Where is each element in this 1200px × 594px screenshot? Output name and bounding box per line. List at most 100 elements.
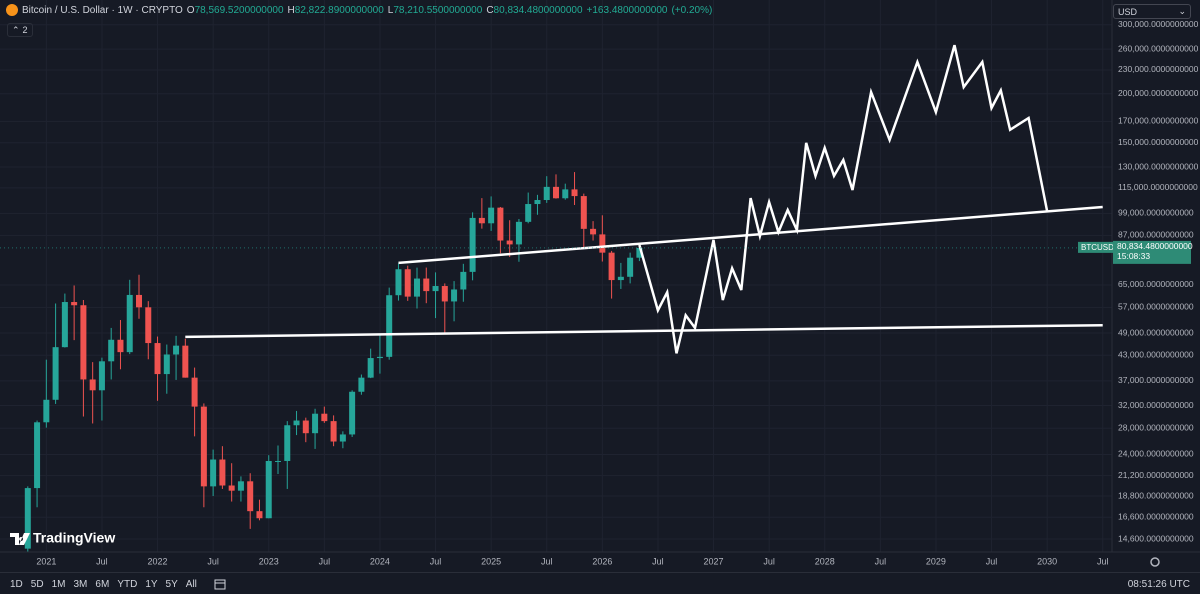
symbol-tag: BTCUSD: [1081, 243, 1114, 252]
countdown: 15:08:33: [1117, 251, 1150, 261]
candle-body: [126, 294, 133, 353]
candle-body: [636, 247, 643, 258]
indicators-toggle[interactable]: ⌃ 2: [7, 23, 33, 37]
symbol-tag-bg: [1078, 241, 1113, 253]
calendar-icon[interactable]: [213, 577, 227, 591]
ohlc-value: 78,569.5200000000: [194, 4, 284, 16]
last-price-label: 80,834.4800000000: [1117, 241, 1193, 251]
candle-body: [367, 358, 374, 378]
x-tick-label: Jul: [96, 556, 108, 566]
candle-body: [571, 189, 578, 197]
legend-row: Bitcoin / U.S. Dollar · 1W · CRYPTO O78,…: [6, 4, 712, 16]
candle-body: [515, 221, 522, 245]
candle-body: [488, 207, 495, 224]
candle-body: [256, 511, 263, 519]
symbol-title[interactable]: Bitcoin / U.S. Dollar · 1W · CRYPTO: [22, 4, 183, 16]
candle-body: [525, 204, 532, 222]
bottom-toolbar: 1D 5D 1M 3M 6M YTD 1Y 5Y All 08:51:26 UTC: [0, 572, 1200, 594]
range-button[interactable]: 6M: [95, 578, 110, 590]
candle-body: [173, 345, 180, 355]
candle-body: [265, 460, 272, 519]
candle-body: [441, 286, 448, 302]
x-tick-label: Jul: [652, 556, 664, 566]
candle-body: [284, 425, 291, 461]
range-button[interactable]: 1D: [10, 578, 23, 590]
y-tick-label: 43,000.0000000000: [1118, 350, 1194, 360]
x-tick-label: 2023: [259, 556, 279, 566]
range-button[interactable]: 1M: [51, 578, 66, 590]
candle-body: [293, 420, 300, 426]
y-tick-label: 37,000.0000000000: [1118, 375, 1194, 385]
x-tick-label: 2021: [36, 556, 56, 566]
x-tick-label: Jul: [319, 556, 331, 566]
range-button[interactable]: 1Y: [145, 578, 158, 590]
ohlc-value: 82,822.8900000000: [294, 4, 384, 16]
candle-body: [247, 481, 254, 512]
candle-body: [432, 286, 439, 292]
y-tick-label: 130,000.0000000000: [1118, 161, 1199, 171]
candle-body: [89, 379, 96, 391]
settings-icon[interactable]: [1150, 557, 1160, 567]
candle-body: [71, 302, 78, 306]
candle-body: [117, 339, 124, 353]
candle-body: [219, 459, 226, 486]
candle-body: [163, 354, 170, 375]
candle-body: [414, 278, 420, 297]
y-tick-label: 65,000.0000000000: [1118, 279, 1194, 289]
x-tick-label: Jul: [541, 556, 553, 566]
candle-body: [191, 377, 198, 407]
range-button[interactable]: All: [185, 578, 197, 590]
candle-body: [460, 271, 467, 290]
candle-body: [312, 413, 319, 434]
candle-body: [376, 356, 383, 359]
y-tick-label: 16,600.0000000000: [1118, 511, 1194, 521]
ohlc-value: 78,210.5500000000: [393, 4, 483, 16]
candle-body: [423, 278, 430, 292]
candle-body: [228, 485, 235, 491]
candle-body: [534, 200, 541, 205]
range-button[interactable]: YTD: [117, 578, 138, 590]
y-tick-label: 57,000.0000000000: [1118, 302, 1194, 312]
x-tick-label: 2025: [481, 556, 501, 566]
x-tick-label: 2030: [1037, 556, 1057, 566]
y-tick-label: 115,000.0000000000: [1118, 182, 1198, 192]
y-tick-label: 300,000.0000000000: [1118, 19, 1199, 29]
candle-body: [275, 460, 281, 462]
candle-body: [80, 305, 87, 380]
ohlc-key: O: [186, 4, 195, 16]
x-tick-label: Jul: [875, 556, 887, 566]
candle-body: [154, 343, 161, 375]
range-button[interactable]: 3M: [73, 578, 88, 590]
x-tick-label: 2029: [926, 556, 946, 566]
candle-body: [506, 240, 513, 245]
tv-logo: [10, 533, 30, 545]
candle-body: [580, 196, 587, 229]
candle-body: [590, 228, 597, 235]
candle-body: [553, 186, 559, 199]
ohlc-value: 80,834.4800000000: [493, 4, 583, 16]
x-tick-label: 2022: [148, 556, 168, 566]
candle-body: [599, 234, 606, 253]
y-tick-label: 230,000.0000000000: [1118, 64, 1199, 74]
y-tick-label: 87,000.0000000000: [1118, 230, 1194, 240]
candle-body: [210, 459, 217, 487]
x-tick-label: Jul: [207, 556, 219, 566]
range-button[interactable]: 5D: [30, 578, 44, 590]
candle-body: [200, 406, 207, 487]
range-button[interactable]: 5Y: [165, 578, 178, 590]
candle-body: [349, 391, 356, 435]
indicator-count: 2: [22, 25, 28, 35]
ohlc-key: C: [486, 4, 494, 16]
trend-drawing: [638, 44, 1049, 354]
x-tick-label: 2028: [815, 556, 835, 566]
watermark-text: TradingView: [33, 530, 115, 546]
candle-body: [562, 189, 569, 199]
y-tick-label: 260,000.0000000000: [1118, 43, 1199, 53]
x-tick-label: 2024: [370, 556, 390, 566]
currency-select[interactable]: USD ⌄: [1113, 4, 1191, 19]
x-tick-label: 2026: [592, 556, 612, 566]
candle-body: [608, 252, 615, 281]
candle-body: [617, 276, 624, 281]
clock: 08:51:26 UTC: [1127, 578, 1190, 590]
candle-body: [469, 217, 476, 272]
